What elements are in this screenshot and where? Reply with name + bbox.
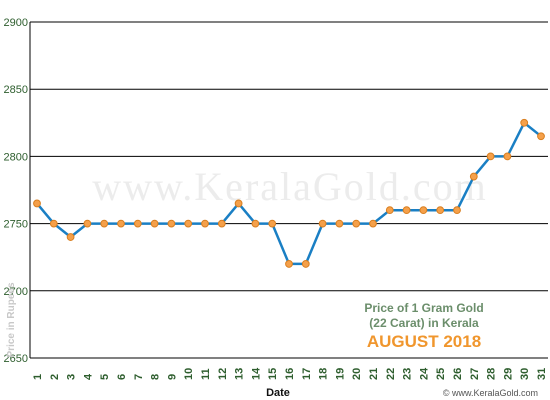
x-tick-label: 26 <box>452 368 464 380</box>
x-tick-label: 18 <box>318 368 330 380</box>
x-tick-label: 1 <box>32 374 44 380</box>
x-tick-label: 21 <box>368 368 380 380</box>
x-tick-label: 8 <box>150 374 162 380</box>
x-tick-label: 16 <box>284 368 296 380</box>
data-point <box>66 233 75 241</box>
x-tick-label: 20 <box>351 368 363 380</box>
x-tick-label: 10 <box>183 368 195 380</box>
data-point <box>201 219 209 228</box>
x-tick-label: 13 <box>234 368 246 380</box>
y-tick-label: 2750 <box>4 219 28 231</box>
data-point <box>234 199 243 208</box>
annotation-line-2: (22 Carat) in Kerala <box>369 316 479 330</box>
x-tick-label: 12 <box>217 368 229 380</box>
data-point <box>335 219 344 228</box>
data-point <box>369 219 377 228</box>
y-tick-label: 2850 <box>4 84 28 96</box>
data-point <box>184 219 193 228</box>
data-point <box>352 219 361 228</box>
annotation-line-1: Price of 1 Gram Gold <box>364 301 483 315</box>
x-tick-label: 24 <box>418 367 430 380</box>
data-point <box>301 260 310 268</box>
data-point <box>318 219 327 228</box>
data-point <box>385 206 394 215</box>
x-tick-label: 3 <box>66 374 78 380</box>
x-tick-label: 23 <box>402 368 414 380</box>
x-tick-label: 11 <box>200 368 212 380</box>
x-tick-label: 14 <box>250 367 262 380</box>
x-tick-label: 19 <box>334 368 346 380</box>
x-tick-label: 31 <box>536 368 548 380</box>
data-point <box>251 219 260 228</box>
data-point <box>520 118 529 127</box>
x-tick-label: 4 <box>82 373 94 380</box>
data-point <box>419 206 428 215</box>
data-point <box>150 219 159 228</box>
x-axis-ticks: 1 2 3 4 5 6 7 8 9 10 11 12 13 14 15 16 17 18 19 20 21 22 23 24 2… <box>32 367 548 380</box>
data-point <box>100 219 109 228</box>
y-axis-label: Price in Rupees <box>6 282 17 357</box>
x-axis-label: Date <box>266 387 290 399</box>
x-tick-label: 27 <box>469 368 481 380</box>
data-point <box>486 152 495 161</box>
data-point <box>537 132 545 141</box>
y-tick-label: 2650 <box>4 353 28 365</box>
x-tick-label: 7 <box>133 374 145 380</box>
x-tick-label: 5 <box>99 374 111 380</box>
data-point <box>83 219 92 228</box>
data-point <box>268 219 277 228</box>
x-tick-label: 2 <box>49 374 61 380</box>
watermark: www.KeralaGold.com <box>92 164 488 209</box>
x-tick-label: 28 <box>486 368 498 380</box>
data-point <box>117 219 125 228</box>
data-point <box>33 199 41 208</box>
x-tick-label: 30 <box>519 368 531 380</box>
y-tick-label: 2800 <box>4 151 28 163</box>
data-point <box>133 219 142 228</box>
x-tick-label: 6 <box>116 374 128 380</box>
data-point <box>453 206 461 215</box>
data-point <box>49 219 58 228</box>
site-credit: © www.KeralaGold.com <box>443 388 538 398</box>
x-tick-label: 22 <box>385 368 397 380</box>
x-tick-label: 15 <box>267 368 279 380</box>
y-tick-label: 2700 <box>4 286 28 298</box>
annotation-highlight: AUGUST 2018 <box>367 332 481 351</box>
data-points <box>33 118 545 268</box>
data-point <box>285 260 293 268</box>
data-point <box>503 152 512 161</box>
data-point <box>436 206 445 215</box>
x-tick-label: 9 <box>166 374 178 380</box>
y-axis-ticks: 2650 2700 2750 2800 2850 2900 <box>4 17 28 365</box>
data-point <box>469 172 478 181</box>
x-tick-label: 17 <box>301 368 313 380</box>
x-tick-label: 29 <box>502 368 514 380</box>
data-point <box>217 219 226 228</box>
data-point <box>167 219 176 228</box>
data-point <box>402 206 411 215</box>
x-tick-label: 25 <box>435 368 447 380</box>
y-tick-label: 2900 <box>4 17 28 29</box>
